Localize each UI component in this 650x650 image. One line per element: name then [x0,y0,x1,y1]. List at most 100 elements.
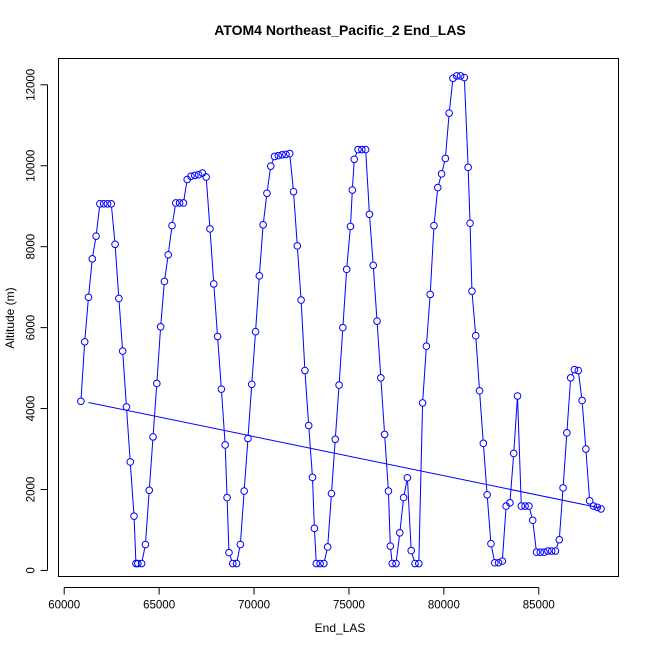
y-axis: 0 2000 4000 6000 8000 10000 12000 [26,69,48,574]
series-1-segment [369,217,374,262]
data-point [172,199,180,207]
data-point [430,221,438,230]
series-1-segment [438,177,442,185]
data-point [285,149,294,158]
series-1-segment [449,81,454,110]
data-point [346,222,355,231]
data-point [289,187,298,196]
series-1-segment [479,394,484,440]
data-point [213,332,222,341]
data-point [282,150,290,159]
data-point [293,242,302,250]
series-1-segment [418,406,424,560]
series-1-segment [327,497,332,544]
series-1-segment [92,239,96,256]
data-point [274,151,283,160]
series-1-segment [236,547,241,561]
data-point [342,265,351,274]
series-1-segment [247,387,252,435]
data-point [426,290,434,299]
series-1-segment [80,345,85,398]
data-point [544,547,552,555]
data-point [490,558,499,567]
series-1-segment [585,452,590,498]
data-point [407,546,416,555]
data-point [399,493,408,502]
data-point [365,210,374,219]
data-point [597,505,605,513]
series-1-segment [243,442,249,488]
data-point [190,171,199,180]
data-point [585,497,594,505]
data-point [308,473,317,482]
x-axis: 60000 65000 70000 75000 80000 85000 [48,587,555,612]
series-1-segment [224,448,228,495]
data-point [483,490,491,499]
x-tick-label: 65000 [143,600,175,612]
series-1-segment [556,542,559,548]
data-point [532,548,541,557]
series-1-segment [471,294,476,333]
data-point [540,548,548,557]
chart-title: ATOM4 Northeast_Pacific_2 End_LAS [214,22,466,38]
data-point [209,280,218,288]
series-1-segment [84,300,89,339]
series-1-segment [263,196,268,222]
data-point [441,154,450,163]
series-1-segment [566,381,571,430]
data-point [77,397,85,406]
series-1-segment [240,494,245,541]
data-point [377,373,385,382]
data-point [221,441,229,449]
series-1-segment [491,547,495,560]
series-1-segment [342,272,347,325]
series-1-segment [255,279,260,329]
series-1-segment [213,287,218,333]
data-point [479,439,488,448]
series-1-segment [426,297,431,343]
data-point [373,317,381,325]
plot-frame [58,58,619,577]
data-point [386,542,395,550]
series-1-segment [145,493,150,541]
series-1-segment [355,152,358,157]
data-point [517,502,526,510]
series-1-segment [350,193,353,223]
data-point [509,449,518,458]
series-1-segment [229,555,233,561]
series-1-segment [226,501,230,550]
data-point [551,547,560,555]
series-1-segment [384,438,389,488]
series-1-segment [581,404,587,446]
data-point [380,430,389,439]
series-1-segment [517,399,522,503]
data-point [153,379,161,388]
data-point [111,240,119,249]
series-1-segment [141,547,146,561]
data-point [141,540,150,549]
series-1-segment [390,549,393,561]
series-1-segment [297,249,302,297]
data-point [149,433,157,441]
series-1-segment [407,481,412,548]
data-layer [77,72,605,568]
data-point [247,380,256,389]
series-1-segment [372,268,378,318]
data-point [126,458,135,466]
x-tick-label: 70000 [238,600,270,612]
data-point [80,337,89,346]
data-point [130,512,138,521]
series-1-segment [209,232,215,281]
data-point [236,540,245,549]
series-1-segment [532,523,537,549]
data-point [331,435,340,444]
data-point [498,557,507,565]
series-1-segment [271,159,274,163]
x-axis-label: End_LAS [315,621,366,635]
data-point [354,145,362,154]
x-tick-label: 60000 [48,600,80,612]
series-1-segment [156,330,161,380]
data-point [528,516,537,525]
y-tick-label: 2000 [26,477,38,503]
